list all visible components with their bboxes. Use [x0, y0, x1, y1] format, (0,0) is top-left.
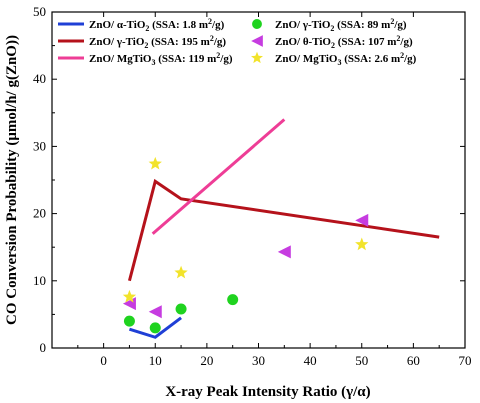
- series-markers: [122, 156, 369, 334]
- data-point-2-3: [355, 237, 369, 251]
- legend-label: ZnO/ MgTiO3 (SSA: 119 m2/g): [89, 51, 233, 67]
- series-lines: [127, 118, 440, 339]
- legend-label-sub: 2: [144, 41, 148, 50]
- legend-label-sup: 2: [208, 17, 212, 26]
- legend-entry: ZnO/ γ-TiO2 (SSA: 89 m2/g): [252, 17, 407, 33]
- legend: ZnO/ α-TiO2 (SSA: 1.8 m2/g)ZnO/ γ-TiO2 (…: [58, 17, 417, 67]
- legend-entry: ZnO/ MgTiO3 (SSA: 119 m2/g): [58, 51, 233, 67]
- legend-label-end: /g): [219, 53, 233, 65]
- y-tick-label: 0: [40, 340, 47, 355]
- data-point-0-2: [175, 303, 187, 315]
- x-tick-label: 50: [355, 353, 368, 368]
- series-line-0: [128, 316, 182, 339]
- y-tick-label: 50: [33, 4, 46, 19]
- legend-label-sup: 2: [400, 51, 404, 60]
- legend-label-sub: 2: [331, 41, 335, 50]
- data-point-0-0: [123, 315, 135, 327]
- legend-entry: ZnO/ MgTiO3 (SSA: 2.6 m2/g): [251, 51, 417, 67]
- legend-label-text: ZnO/ MgTiO: [275, 53, 338, 65]
- legend-label-sub: 2: [330, 24, 334, 33]
- data-point-2-0: [122, 289, 137, 303]
- x-tick-label: 40: [304, 353, 317, 368]
- data-point-2-1: [148, 156, 162, 170]
- legend-label-sub: 2: [145, 24, 149, 33]
- legend-label-text: ZnO/ MgTiO: [89, 53, 152, 65]
- legend-entry: ZnO/ α-TiO2 (SSA: 1.8 m2/g): [58, 17, 225, 33]
- legend-label: ZnO/ γ-TiO2 (SSA: 195 m2/g): [89, 34, 226, 50]
- legend-label: ZnO/ α-TiO2 (SSA: 1.8 m2/g): [89, 17, 225, 33]
- legend-label-sub: 3: [151, 58, 155, 67]
- legend-label-tail: (SSA: 107 m: [335, 36, 396, 48]
- x-tick-label: 60: [407, 353, 420, 368]
- data-point-0-3: [227, 294, 239, 306]
- x-tick-label: 30: [252, 353, 265, 368]
- x-axis-title: X-ray Peak Intensity Ratio (γ/α): [165, 384, 370, 400]
- data-point-1-2: [277, 245, 291, 259]
- data-point-1-1: [148, 305, 162, 319]
- legend-label: ZnO/ MgTiO3 (SSA: 2.6 m2/g): [275, 51, 417, 67]
- legend-label-tail: (SSA: 195 m: [148, 36, 209, 48]
- legend-label-tail: (SSA: 119 m: [155, 53, 216, 65]
- legend-swatch-marker: [252, 19, 262, 29]
- legend-label-tail: (SSA: 1.8 m: [149, 19, 208, 31]
- legend-label-end: /g): [393, 19, 407, 31]
- legend-entry: ZnO/ θ-TiO2 (SSA: 107 m2/g): [251, 34, 413, 50]
- legend-label-tail: (SSA: 89 m: [334, 19, 390, 31]
- legend-label-end: /g): [211, 19, 225, 31]
- legend-label-end: /g): [403, 53, 417, 65]
- data-point-0-1: [149, 322, 161, 334]
- legend-label-text: ZnO/ γ-TiO: [275, 19, 331, 31]
- x-tick-label: 70: [459, 353, 472, 368]
- legend-label-text: ZnO/ γ-TiO: [89, 36, 145, 48]
- legend-label-text: ZnO/ α-TiO: [89, 19, 146, 31]
- legend-label-end: /g): [399, 36, 413, 48]
- y-axis-title: CO Conversion Probability (μmol/h/ g(ZnO…: [4, 35, 20, 325]
- y-tick-label: 10: [33, 273, 46, 288]
- series-line-2: [151, 118, 286, 235]
- x-tick-label: 10: [149, 353, 162, 368]
- legend-entry: ZnO/ γ-TiO2 (SSA: 195 m2/g): [58, 34, 226, 50]
- x-tick-label: 20: [200, 353, 213, 368]
- legend-label-text: ZnO/ θ-TiO: [275, 36, 331, 48]
- legend-label-sup: 2: [210, 34, 214, 43]
- data-point-1-3: [355, 213, 369, 227]
- legend-label-tail: (SSA: 2.6 m: [341, 53, 400, 65]
- legend-label-sup: 2: [216, 51, 220, 60]
- legend-label: ZnO/ θ-TiO2 (SSA: 107 m2/g): [275, 34, 413, 50]
- x-tick-label: 0: [100, 353, 107, 368]
- data-point-2-2: [174, 265, 188, 279]
- legend-label-sup: 2: [390, 17, 394, 26]
- axis-ticks: 0 10 20 30 40 50 60 70 0 10 20 30 40 50: [33, 4, 472, 368]
- legend-label: ZnO/ γ-TiO2 (SSA: 89 m2/g): [275, 17, 407, 33]
- legend-label-sup: 2: [396, 34, 400, 43]
- y-tick-label: 20: [33, 206, 46, 221]
- legend-label-sub: 3: [337, 58, 341, 67]
- y-tick-label: 40: [33, 71, 46, 86]
- legend-swatch-marker: [251, 35, 263, 47]
- legend-label-end: /g): [213, 36, 227, 48]
- legend-swatch-marker: [251, 51, 263, 64]
- y-tick-label: 30: [33, 138, 46, 153]
- series-line-1: [127, 178, 440, 282]
